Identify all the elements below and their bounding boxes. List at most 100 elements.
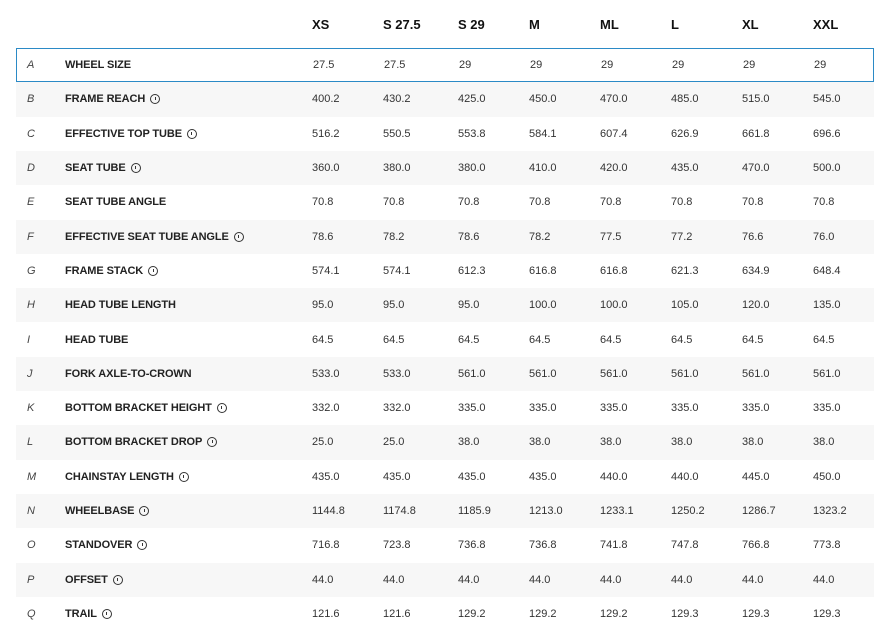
value-cell: 470.0: [742, 162, 770, 175]
value-cell: 38.0: [742, 436, 764, 449]
value-cell: 64.5: [671, 333, 693, 346]
value-cell: 574.1: [383, 264, 411, 277]
value-cell: 38.0: [458, 436, 480, 449]
value-cell: 78.2: [529, 230, 551, 243]
value-cell: 70.8: [458, 196, 480, 209]
table-row[interactable]: E SEAT TUBE ANGLE 70.8 70.8 70.8 70.8 70.8 70.8…: [16, 185, 874, 219]
table-row[interactable]: Q TRAIL 121.6 121.6 129.2 129.2 129.2 129.3 129.…: [16, 597, 874, 631]
info-icon[interactable]: [130, 163, 141, 174]
value-cell: 70.8: [529, 196, 551, 209]
table-row[interactable]: M CHAINSTAY LENGTH 435.0 435.0 435.0 435.0 440…: [16, 460, 874, 494]
info-icon[interactable]: [178, 471, 189, 482]
value-cell: 561.0: [671, 367, 699, 380]
value-cell: 1250.2: [671, 505, 705, 518]
value-cell: 70.8: [742, 196, 764, 209]
value-cell: 736.8: [458, 539, 486, 552]
value-cell: 76.0: [813, 230, 835, 243]
value-cell: 430.2: [383, 93, 411, 106]
value-cell: 64.5: [458, 333, 480, 346]
value-cell: 129.3: [813, 607, 841, 620]
value-cell: 425.0: [458, 93, 486, 106]
row-letter: M: [27, 470, 37, 483]
value-cell: 561.0: [600, 367, 628, 380]
info-icon[interactable]: [101, 608, 112, 619]
value-cell: 38.0: [529, 436, 551, 449]
table-row[interactable]: K BOTTOM BRACKET HEIGHT 332.0 332.0 335.0 335…: [16, 391, 874, 425]
value-cell: 420.0: [600, 162, 628, 175]
row-letter: B: [27, 93, 35, 106]
row-letter: E: [27, 196, 35, 209]
info-icon[interactable]: [112, 574, 123, 585]
row-label: WHEELBASE: [65, 505, 135, 518]
value-cell: 64.5: [742, 333, 764, 346]
value-cell: 27.5: [384, 59, 406, 72]
row-letter: J: [27, 367, 33, 380]
row-letter: P: [27, 573, 35, 586]
table-row[interactable]: G FRAME STACK 574.1 574.1 612.3 616.8 616.8 621…: [16, 254, 874, 288]
value-cell: 435.0: [529, 470, 557, 483]
row-label: SEAT TUBE ANGLE: [65, 196, 167, 209]
info-icon[interactable]: [207, 437, 218, 448]
table-row[interactable]: D SEAT TUBE 360.0 380.0 380.0 410.0 420.0 435.0…: [16, 150, 874, 186]
info-icon[interactable]: [186, 128, 197, 139]
value-cell: 648.4: [813, 264, 841, 277]
value-cell: 634.9: [742, 264, 770, 277]
row-label-cell: EFFECTIVE SEAT TUBE ANGLE: [65, 220, 244, 254]
size-header-s-27.5: S 27.5: [383, 16, 421, 32]
size-header-xs: XS: [312, 16, 330, 32]
row-label-cell: TRAIL: [65, 597, 112, 631]
value-cell: 1213.0: [529, 505, 563, 518]
info-icon[interactable]: [137, 540, 148, 551]
row-letter: K: [27, 402, 35, 415]
value-cell: 500.0: [813, 162, 841, 175]
value-cell: 533.0: [383, 367, 411, 380]
value-cell: 616.8: [600, 264, 628, 277]
table-row[interactable]: P OFFSET 44.0 44.0 44.0 44.0 44.0 44.0 44.0 44.0: [16, 562, 874, 597]
value-cell: 70.8: [600, 196, 622, 209]
value-cell: 29: [743, 59, 756, 72]
table-row[interactable]: I HEAD TUBE 64.5 64.5 64.5 64.5 64.5 64.5 64.5 64…: [16, 322, 874, 356]
value-cell: 29: [601, 59, 614, 72]
info-icon[interactable]: [216, 403, 227, 414]
info-icon[interactable]: [148, 265, 159, 276]
size-header-ml: ML: [600, 16, 619, 32]
table-row[interactable]: H HEAD TUBE LENGTH 95.0 95.0 95.0 100.0 100.0 1…: [16, 288, 874, 323]
info-icon[interactable]: [139, 506, 150, 517]
value-cell: 100.0: [600, 299, 628, 312]
value-cell: 38.0: [600, 436, 622, 449]
value-cell: 27.5: [313, 59, 335, 72]
row-label-cell: BOTTOM BRACKET HEIGHT: [65, 391, 227, 425]
value-cell: 515.0: [742, 93, 770, 106]
table-row[interactable]: B FRAME REACH 400.2 430.2 425.0 450.0 470.0 485…: [16, 82, 874, 117]
info-icon[interactable]: [150, 94, 161, 105]
row-label: FORK AXLE-TO-CROWN: [65, 367, 192, 380]
table-row[interactable]: L BOTTOM BRACKET DROP 25.0 25.0 38.0 38.0 38.0…: [16, 425, 874, 460]
value-cell: 435.0: [458, 470, 486, 483]
table-row[interactable]: N WHEELBASE 1144.8 1174.8 1185.9 1213.0 1233.1…: [16, 493, 874, 529]
row-label: STANDOVER: [65, 539, 133, 552]
value-cell: 1233.1: [600, 505, 634, 518]
value-cell: 38.0: [671, 436, 693, 449]
table-row[interactable]: J FORK AXLE-TO-CROWN 533.0 533.0 561.0 561.0 5…: [16, 356, 874, 391]
value-cell: 1323.2: [813, 505, 847, 518]
value-cell: 78.6: [458, 230, 480, 243]
table-row[interactable]: O STANDOVER 716.8 723.8 736.8 736.8 741.8 747.8…: [16, 528, 874, 562]
table-row[interactable]: C EFFECTIVE TOP TUBE 516.2 550.5 553.8 584.1 6…: [16, 117, 874, 151]
table-row[interactable]: A WHEEL SIZE 27.5 27.5 29 29 29 29 29 29: [16, 48, 874, 83]
value-cell: 335.0: [742, 402, 770, 415]
row-letter: O: [27, 539, 36, 552]
value-cell: 64.5: [529, 333, 551, 346]
value-cell: 44.0: [742, 573, 764, 586]
value-cell: 435.0: [312, 470, 340, 483]
value-cell: 470.0: [600, 93, 628, 106]
value-cell: 44.0: [600, 573, 622, 586]
table-row[interactable]: F EFFECTIVE SEAT TUBE ANGLE 78.6 78.2 78.6 78…: [16, 219, 874, 254]
info-icon[interactable]: [233, 231, 244, 242]
value-cell: 29: [672, 59, 685, 72]
row-label: BOTTOM BRACKET HEIGHT: [65, 402, 212, 415]
value-cell: 410.0: [529, 162, 557, 175]
value-cell: 1174.8: [383, 505, 416, 518]
row-label-cell: SEAT TUBE: [65, 151, 141, 185]
size-header-s-29: S 29: [458, 16, 485, 32]
row-label-cell: HEAD TUBE: [65, 322, 128, 356]
